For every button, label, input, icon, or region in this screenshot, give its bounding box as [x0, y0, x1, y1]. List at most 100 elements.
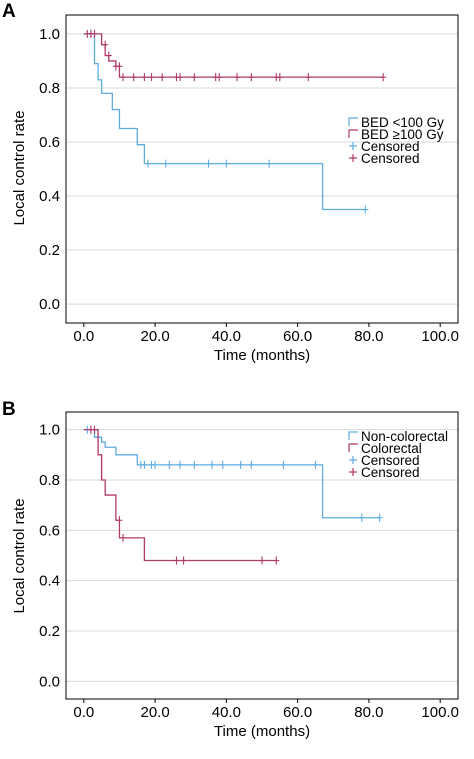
panel-b-y-tick-label: 1.0 — [39, 422, 60, 439]
panel-a-censor-mark — [102, 40, 109, 49]
panel-a-x-tick-label: 80.0 — [354, 328, 383, 345]
panel-a-censor-mark — [148, 73, 155, 82]
panel-b-label: B — [2, 399, 16, 420]
panel-a-censor-mark — [141, 73, 148, 82]
panel-b-x-axis-title: Time (months) — [214, 723, 310, 740]
panel-b-censor-mark — [312, 460, 319, 469]
panel-a-series-blue-curve — [83, 33, 366, 211]
panel-b-censor-mark — [91, 425, 98, 434]
panel-a-censor-mark — [234, 73, 241, 82]
panel-a-plot-frame — [65, 14, 459, 324]
panel-a-y-tick-label: 1.0 — [39, 26, 60, 43]
panel-b-axes: 0.0 0.2 0.4 0.6 0.8 1.0 0.0 20.0 40.0 60.0 80.0 100… — [39, 411, 459, 721]
panel-a-series-red-curve — [83, 33, 384, 78]
panel-b-legend-label: Censored — [361, 465, 420, 480]
panel-b-y-tick-label: 0.2 — [39, 623, 60, 640]
panel-b-censor-mark — [177, 460, 184, 469]
panel-b-censor-mark — [152, 460, 159, 469]
panel-a-censor-mark — [91, 29, 98, 38]
panel-a-x-tick-label: 20.0 — [140, 328, 169, 345]
panel-b-legend-swatch-line — [348, 431, 358, 440]
panel-b-legend-swatch-line — [348, 443, 358, 452]
panel-a-censor-mark — [216, 73, 223, 82]
panel-a-legend-label: Censored — [361, 139, 420, 154]
panel-b-legend-swatch-cross — [349, 456, 357, 464]
panel-a-censor-mark — [276, 73, 283, 82]
panel-b-x-tick-label: 100.0 — [421, 704, 459, 721]
panel-b-x-tick-label: 60.0 — [283, 704, 312, 721]
panel-b-series-blue-curve — [83, 428, 380, 519]
panel-a-y-axis-title: Local control rate — [11, 110, 28, 225]
panel-b-legend-swatch-cross — [349, 468, 357, 476]
panel-a-legend-swatch-cross — [349, 142, 357, 150]
panel-b-censor-mark — [141, 460, 148, 469]
panel-a-legend-swatch-cross — [349, 154, 357, 162]
panel-a-censor-mark — [266, 159, 273, 168]
panel-a-legend-label: Censored — [361, 151, 420, 166]
panel-a-x-axis-title: Time (months) — [214, 347, 310, 364]
panel-a-y-tick-label: 0.0 — [39, 296, 60, 313]
panel-b-censor-mark — [358, 513, 365, 522]
panel-b-legend-label: Colorectal — [361, 441, 422, 456]
panel-b-censor-mark — [259, 556, 265, 565]
panel-b-censor-mark — [173, 556, 180, 565]
panel-b-x-tick-label: 20.0 — [140, 704, 169, 721]
panel-b-x-tick-label: 0.0 — [73, 704, 94, 721]
panel-a: A 0.0 0.2 0.4 0.6 0.8 1.0 0.0 20.0 40.0 60.0 80.0 1… — [2, 1, 459, 364]
panel-b-series — [83, 425, 383, 565]
panel-a-censor-mark — [162, 159, 169, 168]
panel-a-legend-swatch-line — [348, 117, 358, 126]
panel-a-censor-mark — [120, 73, 127, 82]
panel-b-legend-label: Non-colorectal — [361, 429, 448, 444]
panel-b-censor-mark — [116, 516, 123, 525]
panel-b-censor-mark — [376, 513, 383, 522]
panel-b-censor-mark — [237, 460, 244, 469]
panel-b: B 0.0 0.2 0.4 0.6 0.8 1.0 0.0 20.0 40.0 60.0 80.0 1… — [2, 399, 459, 740]
panel-a-x-tick-label: 0.0 — [73, 328, 94, 345]
panel-b-y-axis-title: Local control rate — [11, 498, 28, 613]
panel-b-censor-mark — [280, 460, 287, 469]
panel-a-y-tick-label: 0.8 — [39, 80, 60, 97]
panel-a-censor-mark — [191, 73, 198, 82]
panel-a-censor-mark — [305, 73, 312, 82]
panel-b-censor-mark — [180, 556, 187, 565]
panel-b-censor-mark — [209, 460, 216, 469]
panel-b-x-tick-label: 80.0 — [354, 704, 383, 721]
panel-a-y-tick-label: 0.4 — [39, 188, 60, 205]
panel-a-series — [83, 29, 387, 214]
panel-a-grid — [66, 33, 458, 305]
panel-a-x-tick-label: 40.0 — [212, 328, 241, 345]
panel-a-censor-mark — [159, 73, 166, 82]
panel-a-censor-mark — [380, 73, 387, 82]
panel-b-series-red-curve — [83, 428, 277, 562]
panel-b-censor-mark — [191, 460, 198, 469]
panel-a-x-tick-label: 100.0 — [421, 328, 459, 345]
panel-b-y-tick-label: 0.8 — [39, 472, 60, 489]
panel-b-censor-mark — [273, 556, 280, 565]
panel-b-y-tick-label: 0.6 — [39, 522, 60, 539]
panel-a-censor-mark — [144, 159, 151, 168]
panel-a-censor-mark — [177, 73, 184, 82]
panel-b-censor-mark — [219, 460, 226, 469]
panel-b-legend-label: Censored — [361, 453, 420, 468]
panel-a-legend-label: BED ≥100 Gy — [361, 127, 444, 142]
panel-b-censor-mark — [166, 460, 173, 469]
panel-a-censor-mark — [248, 73, 255, 82]
panel-a-censor-mark — [223, 159, 230, 168]
panel-b-x-tick-label: 40.0 — [212, 704, 241, 721]
panel-a-x-tick-label: 60.0 — [283, 328, 312, 345]
panel-b-censor-mark — [248, 460, 255, 469]
panel-b-plot-frame — [65, 411, 459, 700]
panel-a-y-tick-label: 0.6 — [39, 134, 60, 151]
panel-b-censor-mark — [120, 533, 127, 542]
panel-a-axes: 0.0 0.2 0.4 0.6 0.8 1.0 0.0 20.0 40.0 60.0 80.0 100… — [39, 14, 459, 345]
panel-a-legend-swatch-line — [348, 129, 358, 138]
panel-a-censor-mark — [105, 51, 112, 60]
panel-a-y-tick-label: 0.2 — [39, 242, 60, 259]
panel-b-grid — [66, 429, 458, 682]
panel-b-y-tick-label: 0.4 — [39, 573, 60, 590]
panel-a-censor-mark — [116, 62, 123, 71]
panel-a-censor-mark — [205, 159, 212, 168]
